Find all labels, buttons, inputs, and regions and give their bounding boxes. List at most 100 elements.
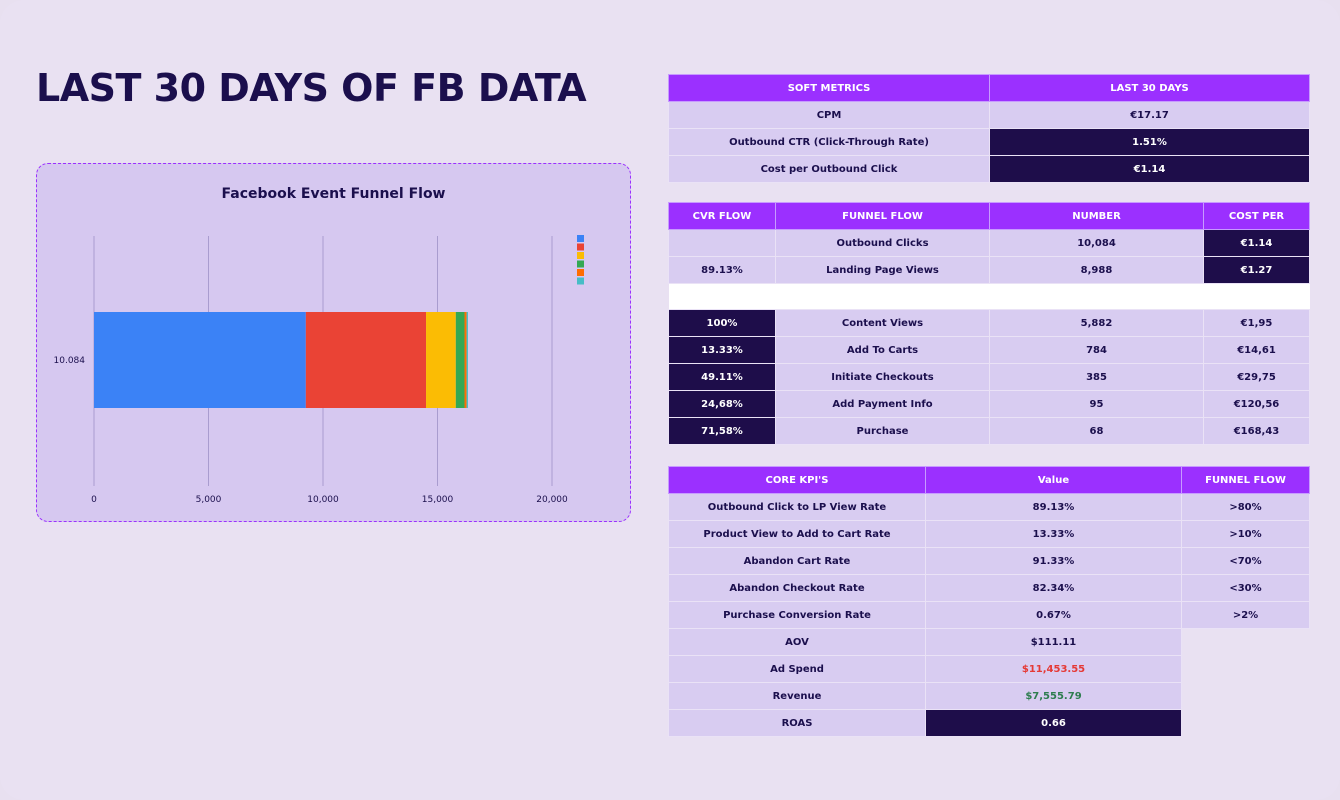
table-row: 24,68% Add Payment Info 95 €120,56 <box>668 390 1310 418</box>
table-row: 100% Content Views 5,882 €1,95 <box>668 309 1310 337</box>
cost-cell: €1.14 <box>1203 229 1310 257</box>
cost-cell: €1.27 <box>1203 256 1310 284</box>
chart-title: Facebook Event Funnel Flow <box>221 186 446 202</box>
metric-value: 1.51% <box>989 128 1310 156</box>
kpi-target <box>1182 710 1310 737</box>
bar-segment <box>464 312 467 408</box>
metric-label: Outbound CTR (Click-Through Rate) <box>668 128 990 156</box>
number-cell: 385 <box>989 363 1204 391</box>
legend-swatch <box>577 252 584 259</box>
number-cell: 784 <box>989 336 1204 364</box>
table-row: Outbound Click to LP View Rate 89.13% >8… <box>668 493 1310 521</box>
core-kpis-header: CORE KPI'S <box>668 466 926 494</box>
step-cell: Landing Page Views <box>775 256 990 284</box>
kpi-label: Outbound Click to LP View Rate <box>668 493 926 521</box>
table-row: CPM €17.17 <box>668 101 1310 129</box>
page-title: LAST 30 DAYS OF FB DATA <box>36 66 587 110</box>
legend-swatch <box>577 235 584 242</box>
core-kpi-table: CORE KPI'S Value FUNNEL FLOW Outbound Cl… <box>668 466 1310 737</box>
funnel-chart: 0 5,000 10,000 15,000 20,000 10.084 <box>54 235 584 505</box>
table-row: 89.13% Landing Page Views 8,988 €1.27 <box>668 256 1310 284</box>
kpi-label: Abandon Checkout Rate <box>668 574 926 602</box>
step-cell: Add Payment Info <box>775 390 990 418</box>
soft-metrics-header: SOFT METRICS <box>668 74 990 102</box>
step-cell: Content Views <box>775 309 990 337</box>
bar-segment <box>94 312 306 408</box>
kpi-target: >2% <box>1181 601 1310 629</box>
table-row: AOV $111.11 <box>668 628 1310 656</box>
y-category-label: 10.084 <box>54 356 86 366</box>
soft-metrics-table: SOFT METRICS LAST 30 DAYS CPM €17.17 Out… <box>668 74 1310 183</box>
table-row: Product View to Add to Cart Rate 13.33% … <box>668 520 1310 548</box>
table-row: 13.33% Add To Carts 784 €14,61 <box>668 336 1310 364</box>
funnel-flow-header: FUNNEL FLOW <box>775 202 990 230</box>
table-row: ROAS 0.66 <box>668 709 1310 737</box>
number-cell: 8,988 <box>989 256 1204 284</box>
kpi-target: >80% <box>1181 493 1310 521</box>
kpi-target: >10% <box>1181 520 1310 548</box>
legend-swatch <box>577 260 584 268</box>
last-30-days-header: LAST 30 DAYS <box>989 74 1310 102</box>
cost-per-header: COST PER <box>1203 202 1310 230</box>
kpi-target: <30% <box>1181 574 1310 602</box>
x-tick-label: 5,000 <box>196 495 222 505</box>
bar-segment <box>466 312 468 408</box>
kpi-label: Ad Spend <box>668 655 926 683</box>
cvr-cell: 24,68% <box>668 390 776 418</box>
cvr-cell <box>668 229 776 257</box>
legend-swatch <box>577 277 584 285</box>
number-cell: 10,084 <box>989 229 1204 257</box>
cvr-cell: 49.11% <box>668 363 776 391</box>
cost-cell: €120,56 <box>1203 390 1310 418</box>
funnel-chart-card: Facebook Event Funnel Flow 0 5,000 10,000 1… <box>36 163 631 522</box>
table-row: Purchase Conversion Rate 0.67% >2% <box>668 601 1310 629</box>
kpi-label: Product View to Add to Cart Rate <box>668 520 926 548</box>
table-row: Cost per Outbound Click €1.14 <box>668 155 1310 183</box>
kpi-value: $111.11 <box>925 628 1182 656</box>
kpi-value: 0.66 <box>925 709 1182 737</box>
kpi-value: $7,555.79 <box>925 682 1182 710</box>
table-row: Ad Spend $11,453.55 <box>668 655 1310 683</box>
number-header: NUMBER <box>989 202 1204 230</box>
kpi-label: ROAS <box>668 709 926 737</box>
step-cell: Initiate Checkouts <box>775 363 990 391</box>
bar-segment <box>426 312 456 408</box>
metric-label: CPM <box>668 101 990 129</box>
kpi-target <box>1182 656 1310 683</box>
kpi-value: 13.33% <box>925 520 1182 548</box>
legend-swatch <box>577 269 584 276</box>
kpi-target: <70% <box>1181 547 1310 575</box>
legend-swatch <box>577 243 584 251</box>
kpi-label: Revenue <box>668 682 926 710</box>
kpi-value: 0.67% <box>925 601 1182 629</box>
cost-cell: €29,75 <box>1203 363 1310 391</box>
kpi-label: AOV <box>668 628 926 656</box>
table-row: Abandon Cart Rate 91.33% <70% <box>668 547 1310 575</box>
cost-cell: €14,61 <box>1203 336 1310 364</box>
number-cell: 68 <box>989 417 1204 445</box>
bar-segment <box>455 312 465 408</box>
kpi-value: 91.33% <box>925 547 1182 575</box>
cost-cell: €168,43 <box>1203 417 1310 445</box>
kpi-label: Purchase Conversion Rate <box>668 601 926 629</box>
kpi-target <box>1182 683 1310 710</box>
cvr-cell: 89.13% <box>668 256 776 284</box>
cvr-cell: 13.33% <box>668 336 776 364</box>
step-cell: Purchase <box>775 417 990 445</box>
x-tick-label: 0 <box>91 495 97 505</box>
x-tick-label: 20,000 <box>536 495 568 505</box>
metric-value: €17.17 <box>989 101 1310 129</box>
number-cell: 95 <box>989 390 1204 418</box>
x-tick-label: 10,000 <box>307 495 339 505</box>
funnel-flow-target-header: FUNNEL FLOW <box>1181 466 1310 494</box>
table-row: 49.11% Initiate Checkouts 385 €29,75 <box>668 363 1310 391</box>
table-spacer <box>668 283 1310 310</box>
step-cell: Add To Carts <box>775 336 990 364</box>
kpi-value: 82.34% <box>925 574 1182 602</box>
value-header: Value <box>925 466 1182 494</box>
table-row: Outbound CTR (Click-Through Rate) 1.51% <box>668 128 1310 156</box>
kpi-value: 89.13% <box>925 493 1182 521</box>
kpi-target <box>1182 629 1310 656</box>
cvr-cell: 100% <box>668 309 776 337</box>
step-cell: Outbound Clicks <box>775 229 990 257</box>
